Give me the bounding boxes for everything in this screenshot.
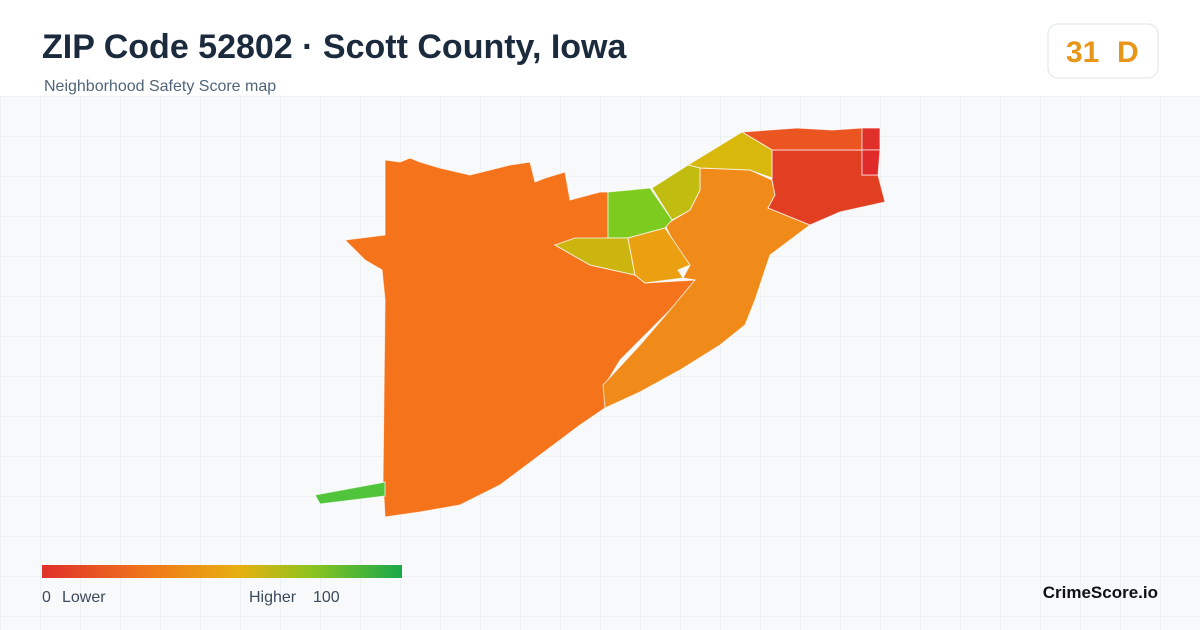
legend-low-label: Lower (62, 589, 106, 606)
region (602, 167, 812, 409)
zip-area (343, 157, 697, 518)
map (314, 127, 886, 518)
score-grade: D (1117, 36, 1139, 69)
legend-scale (42, 565, 402, 578)
brand: CrimeScore.io (1043, 583, 1158, 602)
legend-min: 0 (42, 589, 51, 606)
score-value: 31 (1066, 36, 1099, 69)
legend-max: 100 (313, 589, 340, 606)
title: ZIP Code 52802 · Scott County, Iowa (42, 28, 627, 66)
region (861, 149, 881, 176)
score-badge (1047, 23, 1159, 79)
legend-high-label: Higher (249, 589, 297, 606)
region (861, 127, 881, 151)
region (627, 227, 691, 284)
region (314, 481, 386, 505)
subtitle: Neighborhood Safety Score map (44, 78, 276, 95)
header-band (0, 0, 1200, 96)
